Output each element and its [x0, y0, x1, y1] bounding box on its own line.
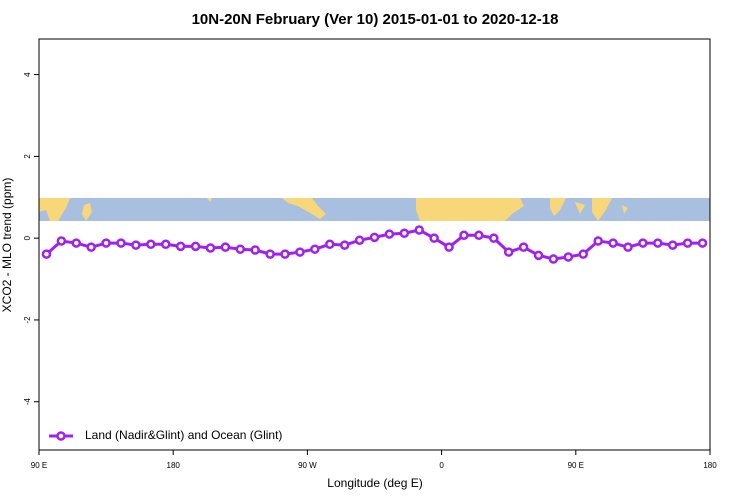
- legend-label: Land (Nadir&Glint) and Ocean (Glint): [85, 428, 282, 442]
- data-point: [265, 249, 275, 259]
- data-point: [56, 236, 67, 246]
- data-point: [474, 230, 484, 241]
- data-point: [593, 236, 603, 246]
- plot-frame: [38, 38, 711, 451]
- data-point: [548, 254, 559, 264]
- data-point: [653, 238, 663, 248]
- data-point: [190, 241, 201, 252]
- data-point: [444, 242, 454, 252]
- data-point: [280, 249, 290, 259]
- data-point: [205, 243, 216, 253]
- data-point: [608, 238, 618, 248]
- data-point: [459, 230, 469, 241]
- legend-marker: [56, 431, 66, 441]
- data-point: [384, 229, 395, 239]
- data-point: [160, 239, 171, 250]
- data-point: [250, 245, 260, 255]
- data-point: [310, 244, 320, 254]
- data-point: [503, 247, 514, 257]
- data-point: [220, 242, 231, 252]
- y-tick-label: 2: [23, 154, 32, 159]
- data-point: [369, 232, 380, 243]
- y-tick-label: 0: [23, 235, 32, 240]
- data-point: [295, 247, 305, 257]
- y-tick-label: -2: [23, 316, 32, 324]
- data-point: [86, 242, 96, 252]
- data-point: [682, 238, 693, 248]
- x-axis-label: Longitude (deg E): [327, 476, 422, 490]
- data-point: [235, 244, 246, 254]
- x-tick-label: 0: [439, 461, 444, 470]
- data-point: [429, 233, 439, 243]
- data-point: [489, 233, 499, 243]
- data-point: [697, 238, 708, 248]
- data-point: [563, 252, 574, 262]
- data-point: [175, 241, 186, 252]
- data-point: [339, 240, 350, 250]
- chart-title: 10N-20N February (Ver 10) 2015-01-01 to …: [192, 11, 559, 28]
- y-tick-label: -4: [23, 398, 32, 406]
- data-point: [578, 249, 589, 259]
- y-tick-label: 4: [23, 72, 32, 77]
- map-strip: [39, 198, 710, 221]
- data-point: [414, 225, 424, 235]
- data-point: [533, 250, 544, 261]
- data-point: [325, 239, 335, 250]
- data-point: [131, 240, 141, 250]
- x-tick-label: 90 W: [298, 461, 317, 470]
- data-point: [518, 242, 529, 252]
- y-axis-label: XCO2 - MLO trend (ppm): [0, 178, 14, 313]
- data-point: [623, 242, 633, 252]
- x-tick-label: 90 E: [568, 461, 584, 470]
- data-point: [71, 238, 82, 248]
- data-point: [41, 249, 52, 259]
- data-point: [101, 238, 111, 248]
- x-tick-label: 90 E: [31, 461, 47, 470]
- data-point: [354, 235, 365, 245]
- x-tick-label: 180: [703, 461, 717, 470]
- data-point: [638, 238, 648, 248]
- x-tick-label: 180: [167, 461, 181, 470]
- data-point: [399, 228, 410, 239]
- data-point: [667, 240, 678, 250]
- data-point: [116, 238, 126, 248]
- data-point: [146, 239, 156, 250]
